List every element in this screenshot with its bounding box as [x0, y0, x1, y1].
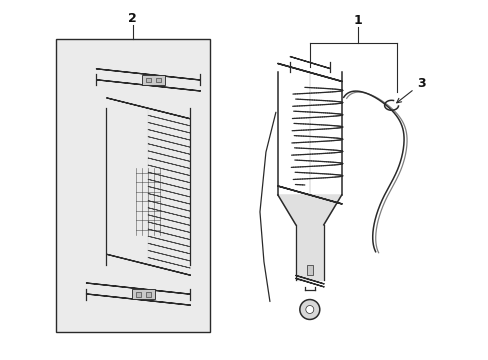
Polygon shape: [295, 225, 323, 280]
Bar: [156, 78, 161, 82]
Polygon shape: [148, 75, 200, 91]
Polygon shape: [138, 289, 190, 305]
Polygon shape: [309, 62, 329, 68]
Bar: [132, 289, 155, 299]
Bar: [145, 292, 151, 297]
Circle shape: [299, 300, 319, 319]
Bar: [145, 78, 151, 82]
Text: 2: 2: [128, 12, 137, 25]
Bar: [142, 75, 165, 85]
Circle shape: [305, 306, 313, 314]
Text: 1: 1: [353, 14, 362, 27]
Polygon shape: [148, 108, 190, 275]
Bar: [306, 265, 312, 275]
Text: 3: 3: [396, 77, 425, 103]
Bar: [135, 292, 141, 297]
Polygon shape: [309, 72, 341, 204]
Polygon shape: [277, 195, 341, 225]
Bar: [56, 39, 210, 332]
